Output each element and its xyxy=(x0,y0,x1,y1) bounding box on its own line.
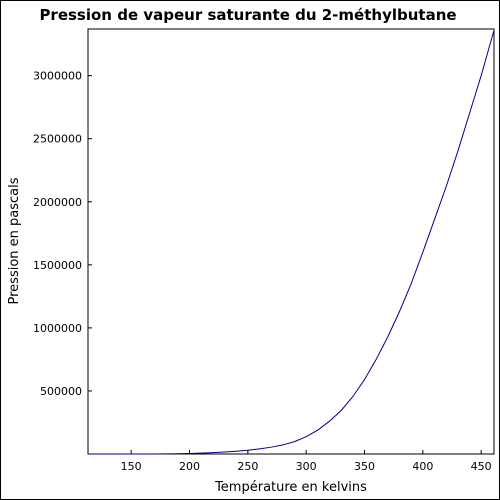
y-tick-label: 500000 xyxy=(40,385,82,398)
x-tick-label: 300 xyxy=(296,460,317,473)
x-axis: 150 200 250 300 350 400 450 xyxy=(121,450,492,473)
y-tick-label: 2500000 xyxy=(33,133,82,146)
y-axis-label: Pression en pascals xyxy=(7,177,22,304)
plot-area xyxy=(87,28,495,455)
chart-title: Pression de vapeur saturante du 2-méthyl… xyxy=(39,6,456,24)
y-tick-label: 1000000 xyxy=(33,322,82,335)
x-axis-label: Température en kelvins xyxy=(214,480,367,495)
x-tick-label: 150 xyxy=(121,460,142,473)
y-tick-label: 1500000 xyxy=(33,259,82,272)
x-tick-label: 400 xyxy=(412,460,433,473)
y-tick-label: 2000000 xyxy=(33,196,82,209)
vapor-pressure-curve xyxy=(88,30,495,455)
y-tick-label: 3000000 xyxy=(33,70,82,83)
x-tick-label: 250 xyxy=(237,460,258,473)
y-axis: 500000 1000000 1500000 2000000 2500000 300000… xyxy=(33,70,92,398)
x-tick-label: 350 xyxy=(354,460,375,473)
x-tick-label: 200 xyxy=(179,460,200,473)
x-tick-label: 450 xyxy=(471,460,492,473)
